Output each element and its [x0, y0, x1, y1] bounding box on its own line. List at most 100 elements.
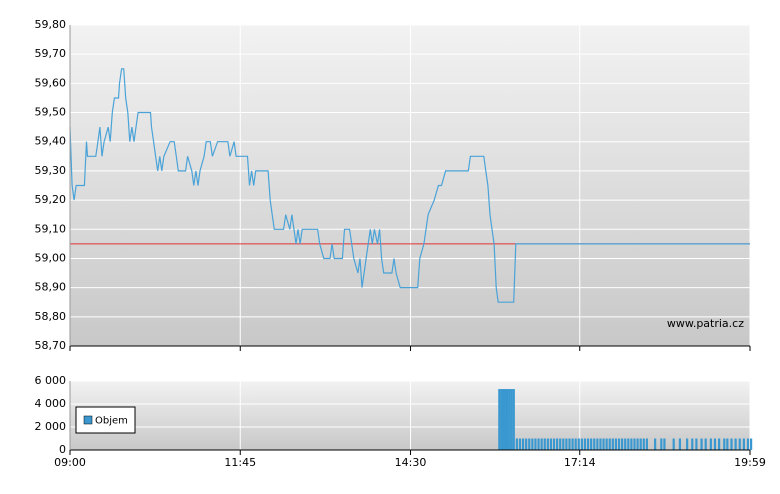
x-tick-label: 14:30 [395, 456, 427, 469]
y-tick-label: 58,70 [35, 339, 67, 352]
volume-bar [750, 438, 753, 450]
volume-bar [590, 438, 593, 450]
y-tick-label: 6 000 [35, 374, 67, 387]
volume-bar [540, 438, 543, 450]
volume-bar [700, 438, 703, 450]
volume-bar [611, 438, 614, 450]
volume-bar [546, 438, 549, 450]
volume-bar [654, 438, 657, 450]
y-tick-label: 59,30 [35, 164, 67, 177]
volume-bar [608, 438, 611, 450]
volume-bar [746, 438, 750, 450]
y-tick-label: 2 000 [35, 420, 67, 433]
volume-bar [709, 438, 712, 450]
volume-bar [521, 438, 525, 450]
legend-swatch [83, 415, 93, 425]
legend-label: Objem [95, 416, 128, 427]
y-tick-label: 4 000 [35, 397, 67, 410]
volume-bar [512, 389, 515, 450]
y-tick-label: 59,50 [35, 106, 67, 119]
volume-bar [691, 438, 694, 450]
volume-bar [695, 438, 698, 450]
volume-bar [678, 438, 682, 450]
volume-bar [742, 438, 745, 450]
volume-bar [586, 438, 590, 450]
plot-background [70, 25, 750, 346]
volume-bar [734, 438, 737, 450]
x-tick-label: 17:14 [564, 456, 596, 469]
y-tick-label: 59,40 [35, 135, 67, 148]
volume-bar [506, 389, 509, 450]
volume-bar [510, 389, 513, 450]
volume-bar [583, 438, 587, 450]
price-line [69, 68, 750, 303]
volume-bar [639, 438, 642, 450]
volume-bar [515, 438, 518, 450]
volume-bar [672, 438, 675, 450]
volume-bar [552, 438, 556, 450]
volume-bar [718, 438, 721, 450]
volume-bar [642, 438, 645, 450]
volume-bar [617, 438, 621, 450]
volume-bar [614, 438, 618, 450]
y-tick-label: 59,60 [35, 76, 67, 89]
y-tick-label: 59,10 [35, 222, 67, 235]
volume-bar [602, 438, 605, 450]
volume-bar [605, 438, 608, 450]
y-tick-label: 0 [59, 443, 66, 456]
y-tick-label: 59,80 [35, 18, 67, 31]
x-tick-label: 11:45 [224, 456, 256, 469]
volume-bar [559, 438, 562, 450]
y-tick-label: 59,20 [35, 193, 67, 206]
volume-bar [518, 438, 522, 450]
y-tick-label: 59,70 [35, 47, 67, 60]
volume-bar [630, 438, 633, 450]
volume-bar [645, 438, 648, 450]
volume-bar [713, 438, 717, 450]
watermark: www.patria.cz [667, 317, 744, 330]
volume-bar [556, 438, 559, 450]
x-tick-label: 09:00 [54, 456, 86, 469]
volume-bar [565, 438, 568, 450]
plot-background [70, 381, 750, 450]
volume-bar [500, 389, 503, 450]
volume-bar [704, 438, 707, 450]
volume-bar [531, 438, 534, 450]
volume-bar [723, 438, 726, 450]
volume-bar [525, 438, 528, 450]
volume-bar [549, 438, 553, 450]
volume-bar [621, 438, 624, 450]
y-tick-label: 58,90 [35, 281, 67, 294]
volume-bar [633, 438, 636, 450]
volume-bar [738, 438, 741, 450]
volume-bar [726, 438, 729, 450]
volume-bar [636, 438, 639, 450]
volume-bar [596, 438, 599, 450]
volume-bar [543, 438, 546, 450]
volume-bar [577, 438, 580, 450]
volume-bar [537, 438, 540, 450]
y-tick-label: 58,80 [35, 310, 67, 323]
volume-bar [502, 389, 505, 450]
volume-bar [562, 438, 565, 450]
x-tick-label: 19:59 [734, 456, 766, 469]
volume-bar [568, 438, 571, 450]
volume-bar [660, 438, 663, 450]
volume-bar [686, 438, 689, 450]
volume-bar [627, 438, 630, 450]
volume-bar [534, 438, 537, 450]
volume-bar [508, 389, 511, 450]
y-tick-label: 59,00 [35, 251, 67, 264]
volume-bar [624, 438, 627, 450]
volume-bar [599, 438, 602, 450]
volume-bar [571, 438, 574, 450]
volume-bar [730, 438, 733, 450]
volume-bar [580, 438, 583, 450]
volume-bar [663, 438, 666, 450]
volume-bar [504, 389, 507, 450]
volume-bar [593, 438, 596, 450]
volume-bar [528, 438, 531, 450]
volume-bar [498, 389, 501, 450]
volume-bar [574, 438, 577, 450]
